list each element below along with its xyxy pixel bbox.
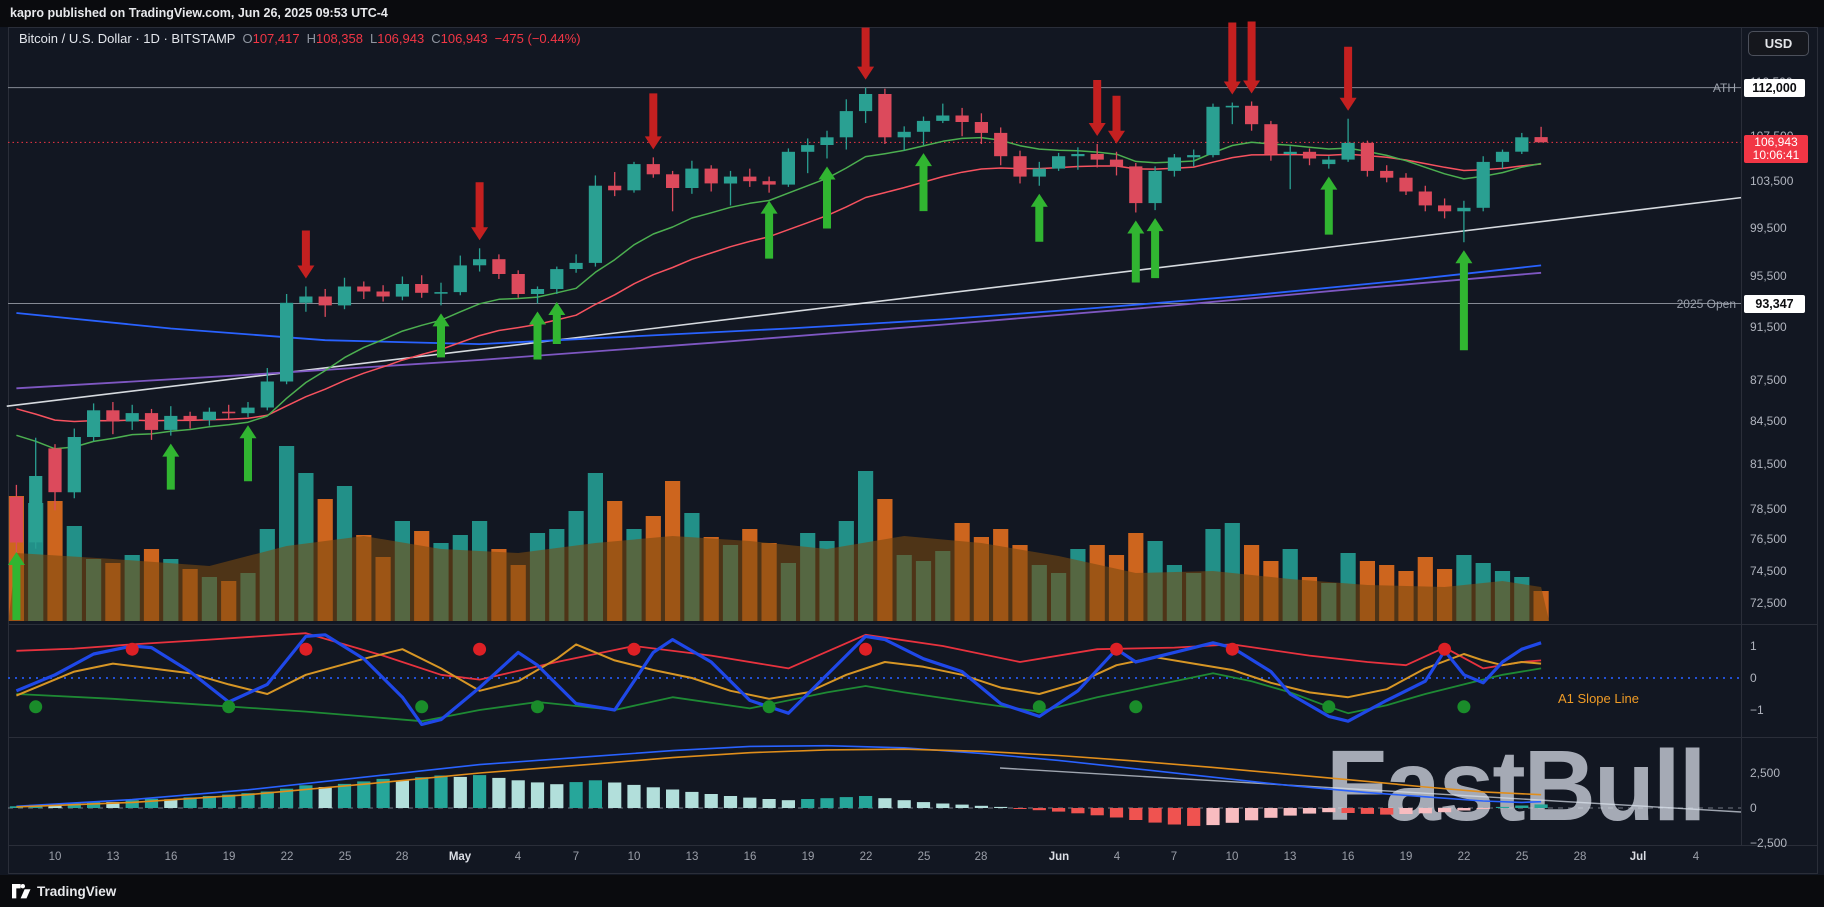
price-axis-label[interactable]: 84,500 bbox=[1750, 414, 1787, 428]
time-axis-label[interactable]: Jul bbox=[1629, 851, 1647, 863]
time-axis-label[interactable]: 22 bbox=[859, 851, 873, 863]
ath-level-label: ATH bbox=[1712, 81, 1736, 95]
ohlc-value: 107,417 bbox=[252, 31, 300, 46]
last-price-tag: 106,943 10:06:41 bbox=[1744, 135, 1808, 163]
price-axis-label[interactable]: 103,500 bbox=[1750, 174, 1794, 188]
ohlc-prefix: C bbox=[431, 31, 441, 46]
price-axis-label[interactable]: 81,500 bbox=[1750, 457, 1787, 471]
time-axis-label[interactable]: 10 bbox=[1225, 851, 1239, 863]
price-axis-label[interactable]: 87,500 bbox=[1750, 373, 1787, 387]
time-axis-label[interactable]: 19 bbox=[1399, 851, 1413, 863]
time-axis-label[interactable]: 19 bbox=[801, 851, 815, 863]
time-axis-label[interactable]: 16 bbox=[164, 851, 178, 863]
time-axis-label[interactable]: 28 bbox=[1573, 851, 1587, 863]
time-axis-label[interactable]: 25 bbox=[338, 851, 352, 863]
tradingview-footer-bar: TradingView bbox=[0, 875, 1824, 907]
price-axis-label[interactable]: 99,500 bbox=[1750, 221, 1787, 235]
ohlc-value: 108,358 bbox=[315, 31, 363, 46]
ath-price-tag: 112,000 bbox=[1744, 79, 1805, 97]
time-axis-label[interactable]: 28 bbox=[395, 851, 409, 863]
tradingview-brand-text[interactable]: TradingView bbox=[37, 883, 117, 899]
ohlc-prefix: O bbox=[242, 31, 253, 46]
time-axis-label[interactable]: 19 bbox=[222, 851, 236, 863]
time-axis-label[interactable]: 16 bbox=[743, 851, 757, 863]
price-axis-label[interactable]: 78,500 bbox=[1750, 502, 1787, 516]
publish-byline-bar: kapro published on TradingView.com, Jun … bbox=[0, 0, 1824, 27]
time-axis-label[interactable]: 13 bbox=[685, 851, 699, 863]
ohlc-value: 106,943 bbox=[377, 31, 425, 46]
time-axis-label[interactable]: 4 bbox=[1692, 851, 1700, 863]
time-axis-label[interactable]: 7 bbox=[572, 851, 580, 863]
currency-toggle-button[interactable]: USD bbox=[1748, 31, 1809, 56]
price-axis-label[interactable]: 76,500 bbox=[1750, 532, 1787, 546]
time-axis-label[interactable]: 10 bbox=[627, 851, 641, 863]
time-axis-label[interactable]: 4 bbox=[514, 851, 522, 863]
time-axis-label[interactable]: 16 bbox=[1341, 851, 1355, 863]
ohlc-values: O107,417 H108,358 L106,943 C106,943 bbox=[235, 31, 487, 46]
histogram-axis-label[interactable]: −2,500 bbox=[1750, 836, 1788, 850]
histogram-axis-label[interactable]: 2,500 bbox=[1750, 766, 1781, 780]
time-axis-label[interactable]: May bbox=[448, 851, 472, 863]
time-axis-label[interactable]: 13 bbox=[1283, 851, 1297, 863]
time-axis-label[interactable]: Jun bbox=[1048, 851, 1070, 863]
time-axis-label[interactable]: 4 bbox=[1113, 851, 1121, 863]
open-2025-price-tag: 93,347 bbox=[1744, 295, 1805, 313]
time-axis-label[interactable]: 13 bbox=[106, 851, 120, 863]
byline-text: kapro published on TradingView.com, Jun … bbox=[10, 6, 388, 20]
symbol-title[interactable]: Bitcoin / U.S. Dollar · 1D · BITSTAMP bbox=[19, 31, 236, 46]
oscillator-axis-label[interactable]: −1 bbox=[1750, 703, 1764, 717]
price-axis-label[interactable]: 95,500 bbox=[1750, 269, 1787, 283]
time-axis-label[interactable]: 28 bbox=[974, 851, 988, 863]
time-axis-label[interactable]: 10 bbox=[48, 851, 62, 863]
oscillator-axis-label[interactable]: 1 bbox=[1750, 639, 1757, 653]
ohlc-prefix: L bbox=[369, 31, 378, 46]
price-axis-label[interactable]: 91,500 bbox=[1750, 320, 1787, 334]
time-axis-label[interactable]: 25 bbox=[1515, 851, 1529, 863]
oscillator-axis-label[interactable]: 0 bbox=[1750, 671, 1757, 685]
tradingview-logo-icon bbox=[12, 883, 31, 898]
time-axis-label[interactable]: 7 bbox=[1170, 851, 1178, 863]
change-value: −475 (−0.44%) bbox=[494, 31, 581, 46]
fastbull-watermark: FastBull bbox=[1326, 730, 1706, 842]
open-2025-level-label: 2025 Open bbox=[1676, 297, 1736, 311]
price-axis-label[interactable]: 74,500 bbox=[1750, 564, 1787, 578]
time-axis-label[interactable]: 22 bbox=[1457, 851, 1471, 863]
histogram-axis-label[interactable]: 0 bbox=[1750, 801, 1757, 815]
oscillator-name-label: A1 Slope Line bbox=[1558, 691, 1639, 706]
time-axis-label[interactable]: 22 bbox=[280, 851, 294, 863]
symbol-title-row[interactable]: Bitcoin / U.S. Dollar · 1D · BITSTAMP O10… bbox=[19, 31, 581, 46]
ohlc-prefix: H bbox=[306, 31, 316, 46]
price-axis-label[interactable]: 72,500 bbox=[1750, 596, 1787, 610]
ohlc-value: 106,943 bbox=[440, 31, 488, 46]
time-axis-label[interactable]: 25 bbox=[917, 851, 931, 863]
